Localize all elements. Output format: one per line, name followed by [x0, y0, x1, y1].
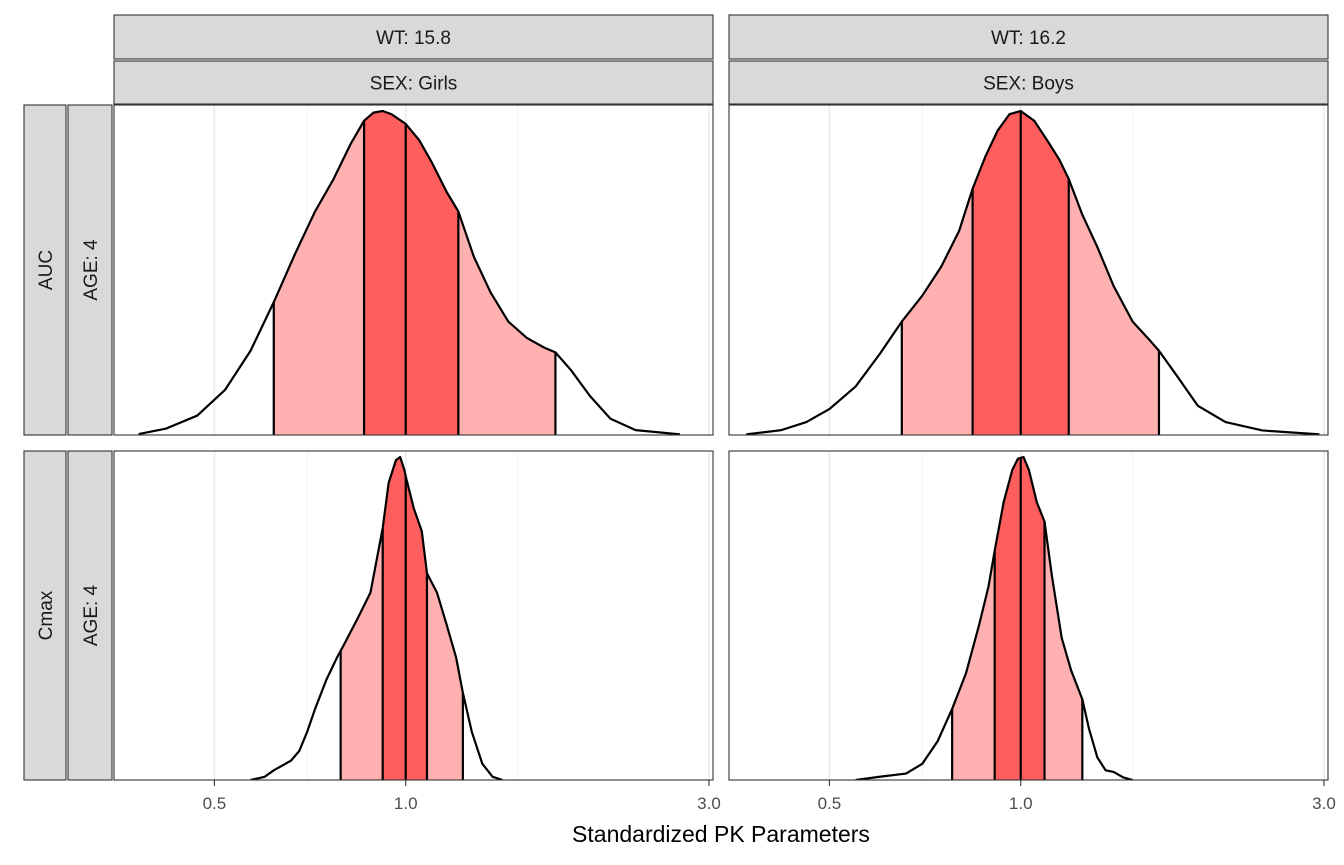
inner-band [994, 457, 1045, 780]
column-strip-wt-label-1: WT: 16.2 [991, 28, 1066, 49]
column-strip-sex-1 [728, 60, 1329, 105]
column-strip-sex-label-0: SEX: Girls [370, 74, 458, 95]
x-tick-label: 3.0 [697, 794, 721, 813]
x-axes: 0.5 1.0 3.0 0.5 1.0 3.0 [203, 780, 1336, 813]
panel-border [113, 450, 714, 781]
x-tick-label: 1.0 [1009, 794, 1033, 813]
density-curve [746, 109, 1320, 435]
column-strip-wt-label-0: WT: 15.8 [376, 28, 451, 49]
panel-0-0 [113, 104, 714, 436]
panel-0-1 [728, 104, 1329, 436]
outer-band-high [458, 211, 556, 435]
row-strip-age-label-0: AGE: 4 [81, 239, 102, 301]
x-tick-label: 0.5 [203, 794, 227, 813]
column-strip-wt-1 [728, 14, 1329, 60]
column-strip-sex-0 [113, 60, 714, 105]
row-strip-param-1 [23, 450, 67, 781]
outer-band-high [1044, 521, 1083, 780]
column-strip-sex-label-1: SEX: Boys [983, 74, 1074, 95]
row-strip-age-0 [67, 104, 113, 436]
panel-1-1 [728, 450, 1329, 781]
x-tick-label: 1.0 [394, 794, 418, 813]
panel-border [113, 104, 714, 436]
x-tick-label: 0.5 [818, 794, 842, 813]
row-strip-age-label-1: AGE: 4 [81, 584, 102, 646]
row-strip-param-label-0: AUC [36, 250, 57, 290]
outer-band-high [1068, 179, 1159, 435]
panels [113, 104, 1329, 781]
row-strip-param-0 [23, 104, 67, 436]
outer-band-high [426, 573, 463, 780]
density-curve [138, 109, 681, 435]
panel-border [728, 450, 1329, 781]
inner-band [364, 111, 459, 435]
density-curve [250, 455, 503, 780]
density-curve [855, 455, 1133, 780]
column-strips: WT: 15.8 SEX: Girls WT: 16.2 SEX: Boys [113, 14, 1329, 105]
outer-band-low [340, 528, 383, 780]
outer-band-low [901, 188, 973, 435]
panel-1-0 [113, 450, 714, 781]
row-strips: AUC AGE: 4 Cmax AGE: 4 [23, 104, 113, 781]
x-tick-label: 3.0 [1312, 794, 1336, 813]
outer-band-low [273, 120, 365, 435]
row-strip-age-1 [67, 450, 113, 781]
panel-border [728, 104, 1329, 436]
x-axis-title: Standardized PK Parameters [572, 821, 870, 847]
row-strip-param-label-1: Cmax [36, 590, 57, 640]
column-strip-wt-0 [113, 14, 714, 60]
